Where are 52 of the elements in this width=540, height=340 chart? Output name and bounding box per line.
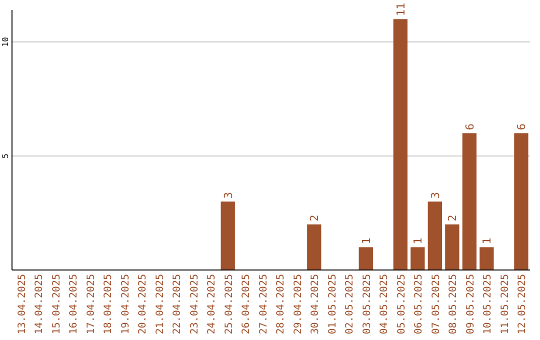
x-tick-label: 21.04.2025: [154, 274, 166, 334]
bar: [462, 133, 477, 270]
bar: [480, 247, 494, 270]
data-label: 3: [428, 192, 442, 199]
x-tick-label: 25.04.2025: [224, 274, 235, 334]
x-tick-label: 24.04.2025: [206, 274, 218, 334]
bar: [410, 247, 425, 270]
bar: [445, 224, 460, 270]
x-tick-label: 02.05.2025: [344, 274, 356, 334]
data-label: 6: [463, 124, 476, 130]
x-tick-label: 08.05.2025: [448, 274, 460, 334]
data-label: 3: [222, 192, 235, 199]
x-tick-label: 26.04.2025: [241, 274, 252, 334]
x-tick-label: 03.05.2025: [362, 274, 373, 334]
x-tick-label: 01.05.2025: [327, 274, 338, 334]
y-tick-label: 10: [1, 36, 10, 47]
x-tick-label: 14.04.2025: [34, 274, 46, 334]
bar: [428, 202, 442, 270]
x-tick-label: 19.04.2025: [120, 274, 132, 334]
x-tick-label: 13.04.2025: [16, 274, 28, 334]
x-tick-label: 28.04.2025: [276, 274, 287, 334]
x-tick-label: 17.04.2025: [86, 274, 97, 334]
x-tick-label: 22.04.2025: [172, 274, 184, 334]
x-tick-label: 09.05.2025: [465, 274, 476, 334]
x-tick-label: 07.05.2025: [430, 274, 442, 334]
x-tick-label: 12.05.2025: [517, 274, 528, 334]
x-tick-label: 06.05.2025: [414, 274, 425, 334]
data-label: 1: [412, 238, 425, 244]
x-tick-label: 15.04.2025: [51, 274, 62, 334]
x-tick-label: 11.05.2025: [500, 274, 511, 334]
x-tick-label: 20.04.2025: [138, 274, 149, 334]
data-label: 11: [394, 2, 408, 16]
x-tick-label: 23.04.2025: [189, 274, 200, 334]
y-tick-label: 5: [1, 153, 10, 158]
data-label: 1: [480, 238, 494, 244]
x-tick-label: 05.05.2025: [396, 274, 408, 334]
data-label: 2: [308, 214, 322, 222]
data-label: 6: [515, 124, 528, 130]
x-tick-label: 29.04.2025: [292, 274, 304, 334]
bar: [307, 224, 322, 270]
x-tick-label: 10.05.2025: [482, 274, 494, 334]
bar: [220, 202, 235, 270]
x-tick-label: 16.04.2025: [68, 274, 80, 334]
bar: [393, 19, 408, 270]
data-label: 2: [446, 214, 460, 222]
data-label: 1: [360, 238, 373, 244]
x-tick-label: 27.04.2025: [258, 274, 270, 334]
bar: [514, 133, 528, 270]
bar: [358, 247, 373, 270]
x-tick-label: 04.05.2025: [379, 274, 390, 334]
x-tick-label: 30.04.2025: [310, 274, 322, 334]
x-tick-label: 18.04.2025: [103, 274, 114, 334]
